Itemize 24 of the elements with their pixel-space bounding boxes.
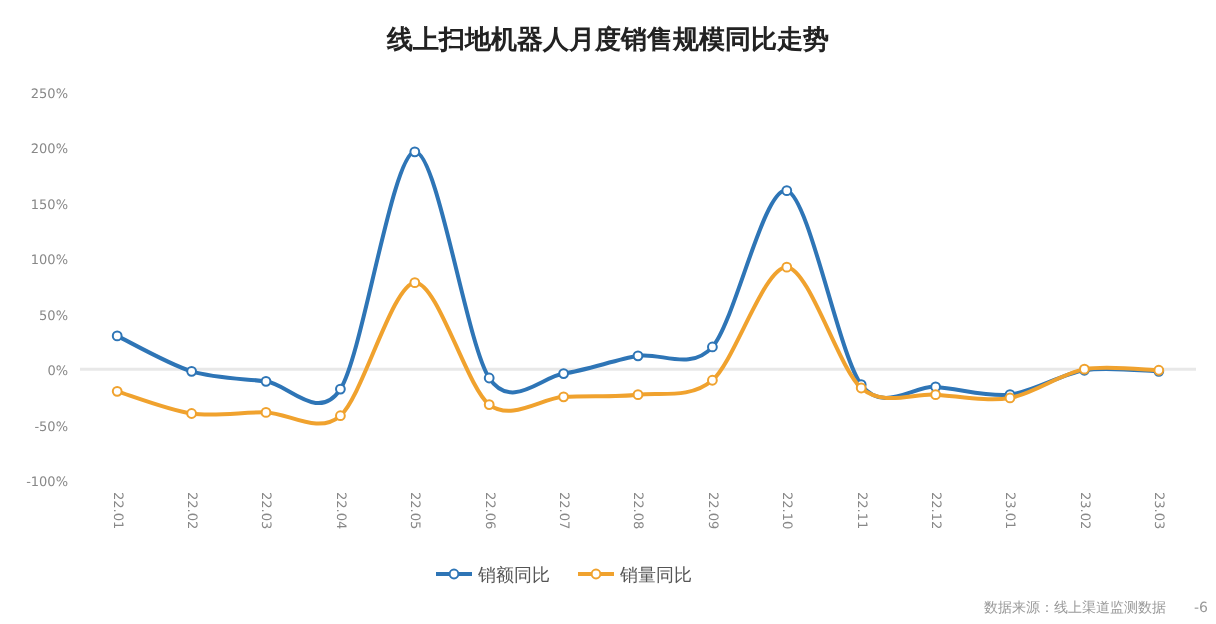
point bbox=[186, 408, 197, 419]
legend-label: 销量同比 bbox=[618, 565, 692, 587]
point bbox=[111, 385, 123, 397]
point bbox=[483, 372, 495, 384]
point bbox=[781, 261, 793, 273]
point bbox=[260, 406, 272, 418]
point bbox=[111, 330, 123, 342]
point bbox=[707, 374, 718, 386]
point bbox=[186, 365, 197, 377]
point bbox=[335, 383, 346, 395]
point bbox=[483, 399, 495, 411]
point bbox=[558, 368, 569, 379]
point bbox=[335, 410, 346, 422]
point bbox=[707, 341, 718, 353]
point bbox=[632, 389, 644, 401]
point bbox=[409, 146, 421, 158]
point bbox=[409, 277, 421, 289]
point bbox=[632, 350, 644, 362]
point bbox=[930, 389, 941, 401]
point bbox=[781, 185, 793, 197]
point bbox=[260, 375, 272, 387]
legend-label: 销额同比 bbox=[476, 565, 550, 587]
point bbox=[558, 391, 569, 403]
chart-title: 线上扫地机器人月度销售规模同比走势 bbox=[385, 24, 829, 56]
